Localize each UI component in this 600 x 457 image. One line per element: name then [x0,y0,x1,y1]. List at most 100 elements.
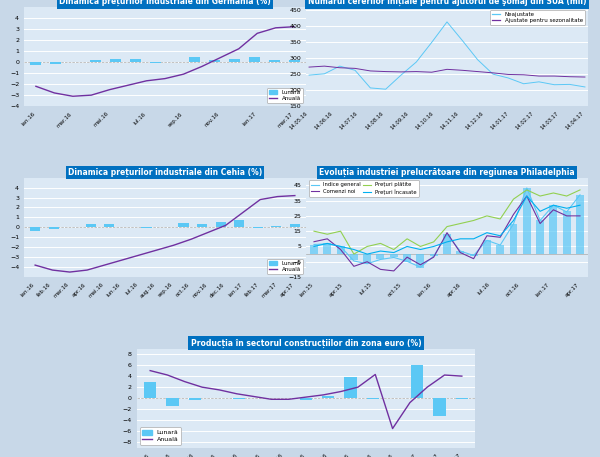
Bar [149,62,161,63]
Bar [457,251,464,254]
Comenzi noi [523,193,530,199]
Prețuri plătite [470,218,477,223]
Comenzi noi [350,264,358,269]
Bar [90,60,101,62]
Title: Numărul cererilor inițiale pentru ajutorul de şomaj din SUA (mii): Numărul cererilor inițiale pentru ajutor… [308,0,586,6]
Bar [433,398,446,416]
Bar [550,205,557,254]
Indice general [337,244,344,249]
Prețuri plătite [377,241,384,246]
Prețuri plătite [403,236,410,242]
Comenzi noi [364,259,371,265]
Prețuri plătite [497,216,504,222]
Prețuri Încasate [470,236,477,242]
Comenzi noi [323,236,331,242]
Prețuri Încasate [430,244,437,249]
Indice general [350,258,358,264]
Bar [416,254,424,268]
Bar [144,382,156,398]
Indice general [390,255,397,260]
Comenzi noi [377,266,384,272]
Indice general [550,202,557,208]
Indice general [510,221,517,227]
Prețuri Încasate [510,218,517,223]
Bar [269,60,280,62]
Indice general [377,257,384,262]
Bar [411,365,424,398]
Prețuri Încasate [390,250,397,255]
Bar [322,396,334,398]
Bar [377,254,385,259]
Prețuri Încasate [536,208,544,214]
Prețuri Încasate [364,251,371,257]
Bar [403,254,411,262]
Bar [350,254,358,260]
Prețuri plătite [337,228,344,234]
Prețuri Încasate [417,247,424,252]
Indice general [430,253,437,259]
Bar [30,228,40,231]
Indice general [470,253,477,258]
Prețuri plătite [523,187,530,193]
Bar [234,220,244,228]
Bar [197,224,207,228]
Comenzi noi [443,230,451,235]
Prețuri Încasate [323,241,331,246]
Title: Dinamica prețurilor industriale din Cehia (%): Dinamica prețurilor industriale din Cehi… [68,168,262,177]
Bar [229,59,240,62]
Indice general [417,265,424,270]
Prețuri plătite [430,239,437,244]
Indice general [364,261,371,266]
Prețuri plătite [310,228,317,234]
Comenzi noi [430,255,437,260]
Prețuri plătite [390,247,397,252]
Indice general [457,248,464,254]
Prețuri Încasate [377,248,384,254]
Bar [344,377,356,398]
Bar [363,254,371,263]
Bar [443,234,451,254]
Indice general [443,232,451,237]
Bar [233,398,245,399]
Bar [130,59,140,62]
Line: Comenzi noi: Comenzi noi [314,196,580,271]
Prețuri plătite [417,244,424,249]
Bar [523,188,531,254]
Comenzi noi [510,212,517,217]
Bar [49,228,59,229]
Bar [188,398,201,400]
Bar [323,244,331,254]
Bar [509,223,517,254]
Prețuri plătite [443,224,451,229]
Prețuri Încasate [523,193,530,199]
Bar [290,224,300,228]
Prețuri plătite [510,197,517,202]
Bar [215,223,226,228]
Bar [104,224,115,228]
Prețuri plătite [457,221,464,226]
Bar [536,220,544,254]
Prețuri Încasate [550,202,557,208]
Prețuri Încasate [337,244,344,249]
Indice general [403,259,410,264]
Indice general [523,185,530,191]
Bar [271,226,281,228]
Prețuri Încasate [443,239,451,244]
Indice general [577,192,584,197]
Bar [209,60,220,62]
Prețuri plătite [484,213,491,218]
Title: Producția în sectorul construcțiilor din zona euro (%): Producția în sectorul construcțiilor din… [191,339,421,348]
Bar [178,223,188,228]
Bar [86,224,96,228]
Comenzi noi [563,213,571,218]
Bar [310,245,318,254]
Comenzi noi [310,239,317,244]
Comenzi noi [550,207,557,213]
Comenzi noi [390,268,397,274]
Comenzi noi [536,221,544,226]
Indice general [484,238,491,243]
Comenzi noi [457,250,464,255]
Line: Prețuri plătite: Prețuri plătite [314,190,580,254]
Title: Evoluția industriei prelucrătoare din regiunea Philadelphia: Evoluția industriei prelucrătoare din re… [319,168,575,177]
Comenzi noi [337,247,344,252]
